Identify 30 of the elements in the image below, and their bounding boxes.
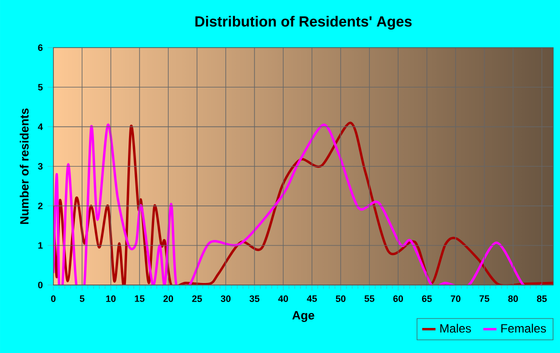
x-tick-label: 65 xyxy=(422,295,432,302)
legend-label: Females xyxy=(501,324,546,333)
x-tick-label: 0 xyxy=(51,295,56,302)
x-tick-label: 70 xyxy=(450,295,460,302)
x-tick-label: 10 xyxy=(106,295,116,302)
x-tick-label: 55 xyxy=(364,295,374,302)
x-tick-label: 20 xyxy=(163,295,174,302)
x-tick-label: 15 xyxy=(134,295,144,302)
chart-title: Distribution of Residents' Ages xyxy=(195,16,412,30)
y-tick-label: 0 xyxy=(38,282,43,288)
y-tick-label: 2 xyxy=(38,202,43,210)
y-tick-label: 1 xyxy=(38,242,43,249)
x-tick-label: 60 xyxy=(393,295,403,302)
x-tick-label: 80 xyxy=(508,295,518,302)
x-tick-label: 85 xyxy=(536,295,547,302)
x-tick-label: 45 xyxy=(306,295,317,302)
y-tick-label: 6 xyxy=(38,44,43,51)
y-tick-label: 4 xyxy=(38,124,43,130)
legend-label: Males xyxy=(440,324,471,333)
x-tick-label: 5 xyxy=(80,295,84,302)
x-tick-label: 40 xyxy=(278,295,288,302)
x-tick-label: 75 xyxy=(480,295,490,302)
x-tick-label: 30 xyxy=(220,295,231,302)
y-tick-label: 3 xyxy=(38,163,43,170)
x-axis-title: Age xyxy=(292,311,314,322)
y-axis-title: Number of residents xyxy=(20,108,29,224)
y-tick-label: 5 xyxy=(38,84,43,90)
x-tick-label: 25 xyxy=(192,295,202,302)
x-tick-label: 35 xyxy=(250,295,260,302)
x-tick-label: 50 xyxy=(336,295,346,302)
